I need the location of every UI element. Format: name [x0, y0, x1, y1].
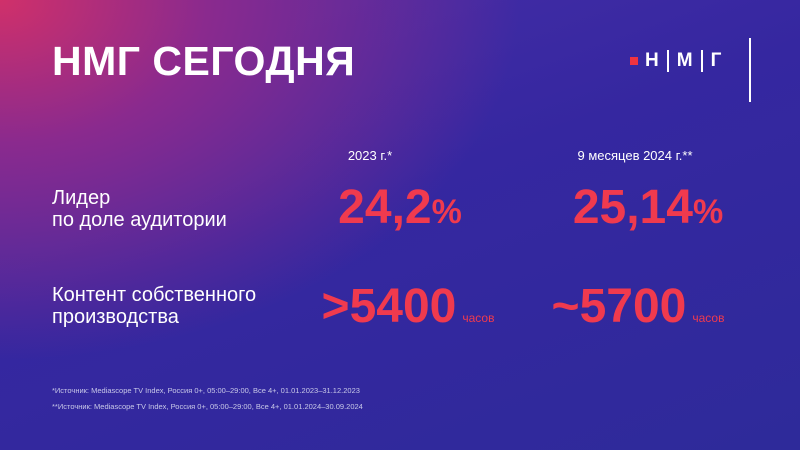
footnote: *Источник: Mediascope TV Index, Россия 0… [52, 386, 360, 395]
row-label-line: Лидер [52, 187, 111, 209]
value-unit: часов [692, 311, 725, 325]
row-label: Контент собственного производства [52, 284, 256, 328]
value: 24,2% [280, 180, 520, 235]
logo-divider [666, 50, 669, 72]
row-label-line: производства [52, 306, 179, 328]
column-header: 9 месяцев 2024 г.** [577, 148, 693, 163]
row-label-line: по доле аудитории [52, 209, 227, 231]
row-label-line: Контент собственного [52, 284, 257, 306]
value-unit: % [431, 193, 462, 231]
value: ~5700 часов [518, 279, 758, 334]
logo-letter: Н [645, 50, 659, 71]
logo: Н М Г [630, 50, 721, 72]
value-number: 25,14 [572, 181, 693, 234]
logo-square [630, 57, 638, 65]
row-label: Лидер по доле аудитории [52, 187, 227, 231]
value-number: >5400 [321, 280, 457, 333]
title: НМГ СЕГОДНЯ [52, 38, 356, 84]
logo-letter: М [676, 50, 693, 71]
value-unit: часов [462, 311, 495, 325]
footnote: **Источник: Mediascope TV Index, Россия … [52, 402, 363, 411]
logo-line [749, 38, 751, 102]
value: 25,14% [528, 180, 768, 235]
logo-divider [700, 50, 703, 72]
logo-letter: Г [710, 50, 722, 71]
value: >5400 часов [288, 279, 528, 334]
column-header: 2023 г.* [347, 148, 393, 163]
value-number: 24,2 [338, 181, 432, 234]
value-unit: % [692, 193, 724, 231]
value-number: ~5700 [551, 280, 687, 333]
